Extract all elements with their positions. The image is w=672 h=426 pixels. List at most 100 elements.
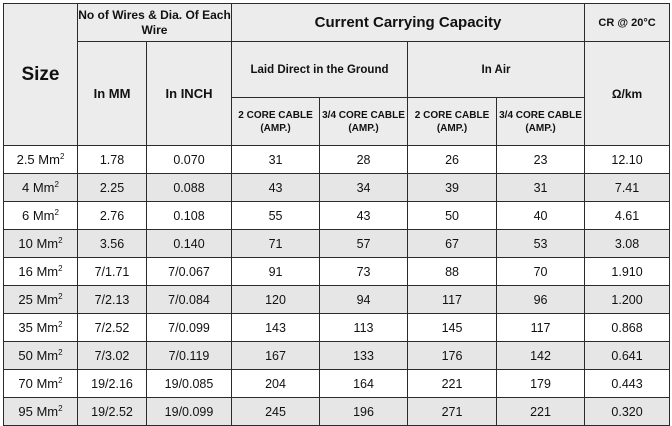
size-cell: 6 Mm2 — [3, 201, 78, 230]
size-superscript: 2 — [58, 348, 63, 357]
size-superscript: 2 — [58, 320, 63, 329]
ground-2core-cell: 55 — [231, 201, 321, 230]
size-header: Size — [3, 3, 78, 146]
resistance-cell: 3.08 — [584, 229, 671, 258]
resistance-cell: 4.61 — [584, 201, 671, 230]
ground-34core-header: 3/4 CORE CABLE (AMP.) — [319, 97, 409, 146]
size-cell: 35 Mm2 — [3, 313, 78, 342]
wire-mm-cell: 7/2.13 — [77, 285, 147, 314]
ground-34core-cell: 113 — [319, 313, 409, 342]
wires-header: No of Wires & Dia. Of Each Wire — [76, 3, 233, 42]
ground-2core-cell: 167 — [231, 341, 321, 370]
size-cell: 70 Mm2 — [3, 369, 78, 398]
in-inch-header: In INCH — [145, 41, 233, 146]
size-value: 95 Mm — [18, 404, 59, 419]
size-superscript: 2 — [54, 180, 59, 189]
table-row: 10 Mm2 3.56 0.140 71 57 67 53 3.08 — [3, 229, 671, 258]
wire-mm-cell: 3.56 — [77, 229, 147, 258]
ground-header: Laid Direct in the Ground — [231, 41, 409, 98]
ground-2core-cell: 71 — [231, 229, 321, 258]
air-2core-cell: 176 — [407, 341, 498, 370]
ground-34core-cell: 43 — [319, 201, 409, 230]
cable-spec-table: Size No of Wires & Dia. Of Each Wire Cur… — [3, 3, 671, 426]
resistance-cell: 1.200 — [584, 285, 671, 314]
size-superscript: 2 — [58, 376, 63, 385]
air-34core-cell: 117 — [496, 313, 586, 342]
size-cell: 95 Mm2 — [3, 397, 78, 426]
wire-inch-cell: 19/0.085 — [145, 369, 233, 398]
ground-34core-cell: 57 — [319, 229, 409, 258]
table-row: 70 Mm2 19/2.16 19/0.085 204 164 221 179 … — [3, 369, 671, 398]
wire-inch-cell: 0.140 — [145, 229, 233, 258]
table-row: 35 Mm2 7/2.52 7/0.099 143 113 145 117 0.… — [3, 313, 671, 342]
wire-mm-cell: 7/2.52 — [77, 313, 147, 342]
size-superscript: 2 — [58, 264, 63, 273]
air-2core-cell: 50 — [407, 201, 498, 230]
cr-header: CR @ 20°C — [584, 3, 671, 42]
table-row: 25 Mm2 7/2.13 7/0.084 120 94 117 96 1.20… — [3, 285, 671, 314]
air-34core-cell: 96 — [496, 285, 586, 314]
wire-mm-cell: 19/2.16 — [77, 369, 147, 398]
air-34core-cell: 70 — [496, 257, 586, 286]
size-cell: 25 Mm2 — [3, 285, 78, 314]
air-34core-cell: 221 — [496, 397, 586, 426]
table-row: 4 Mm2 2.25 0.088 43 34 39 31 7.41 — [3, 173, 671, 202]
wire-mm-cell: 19/2.52 — [77, 397, 147, 426]
ground-34core-cell: 133 — [319, 341, 409, 370]
size-cell: 10 Mm2 — [3, 229, 78, 258]
wire-inch-cell: 0.088 — [145, 173, 233, 202]
wire-inch-cell: 7/0.084 — [145, 285, 233, 314]
table-row: 95 Mm2 19/2.52 19/0.099 245 196 271 221 … — [3, 397, 671, 426]
air-2core-cell: 26 — [407, 145, 498, 174]
resistance-cell: 0.443 — [584, 369, 671, 398]
air-header: In Air — [407, 41, 586, 98]
wire-mm-cell: 2.76 — [77, 201, 147, 230]
table-header: Size No of Wires & Dia. Of Each Wire Cur… — [3, 3, 671, 146]
air-2core-cell: 271 — [407, 397, 498, 426]
ground-34core-cell: 28 — [319, 145, 409, 174]
ground-2core-cell: 120 — [231, 285, 321, 314]
in-mm-header: In MM — [77, 41, 147, 146]
resistance-cell: 12.10 — [584, 145, 671, 174]
air-2core-cell: 39 — [407, 173, 498, 202]
size-value: 6 Mm — [22, 208, 55, 223]
resistance-cell: 0.868 — [584, 313, 671, 342]
air-34core-header: 3/4 CORE CABLE (AMP.) — [496, 97, 586, 146]
size-value: 25 Mm — [18, 292, 59, 307]
resistance-cell: 1.910 — [584, 257, 671, 286]
wire-mm-cell: 7/1.71 — [77, 257, 147, 286]
table-body: 2.5 Mm2 1.78 0.070 31 28 26 23 12.10 4 M… — [3, 145, 671, 426]
ground-2core-cell: 143 — [231, 313, 321, 342]
size-cell: 50 Mm2 — [3, 341, 78, 370]
air-2core-cell: 67 — [407, 229, 498, 258]
ground-2core-cell: 245 — [231, 397, 321, 426]
wire-mm-cell: 1.78 — [77, 145, 147, 174]
ground-2core-cell: 204 — [231, 369, 321, 398]
size-value: 4 Mm — [22, 180, 55, 195]
air-2core-header: 2 CORE CABLE (AMP.) — [407, 97, 498, 146]
ground-2core-cell: 43 — [231, 173, 321, 202]
wire-mm-cell: 7/3.02 — [77, 341, 147, 370]
ground-2core-header: 2 CORE CABLE (AMP.) — [231, 97, 321, 146]
size-value: 2.5 Mm — [16, 152, 60, 167]
wire-inch-cell: 0.108 — [145, 201, 233, 230]
air-34core-cell: 23 — [496, 145, 586, 174]
ground-34core-cell: 34 — [319, 173, 409, 202]
wire-inch-cell: 7/0.099 — [145, 313, 233, 342]
table-row: 16 Mm2 7/1.71 7/0.067 91 73 88 70 1.910 — [3, 257, 671, 286]
size-superscript: 2 — [58, 236, 63, 245]
air-34core-cell: 179 — [496, 369, 586, 398]
wire-inch-cell: 0.070 — [145, 145, 233, 174]
ground-34core-cell: 73 — [319, 257, 409, 286]
size-superscript: 2 — [59, 152, 65, 161]
ccc-header: Current Carrying Capacity — [231, 3, 586, 42]
air-34core-cell: 53 — [496, 229, 586, 258]
air-2core-cell: 221 — [407, 369, 498, 398]
air-2core-cell: 88 — [407, 257, 498, 286]
ground-2core-cell: 31 — [231, 145, 321, 174]
size-superscript: 2 — [54, 208, 59, 217]
air-2core-cell: 117 — [407, 285, 498, 314]
size-value: 70 Mm — [18, 376, 59, 391]
wire-inch-cell: 7/0.119 — [145, 341, 233, 370]
table-row: 6 Mm2 2.76 0.108 55 43 50 40 4.61 — [3, 201, 671, 230]
